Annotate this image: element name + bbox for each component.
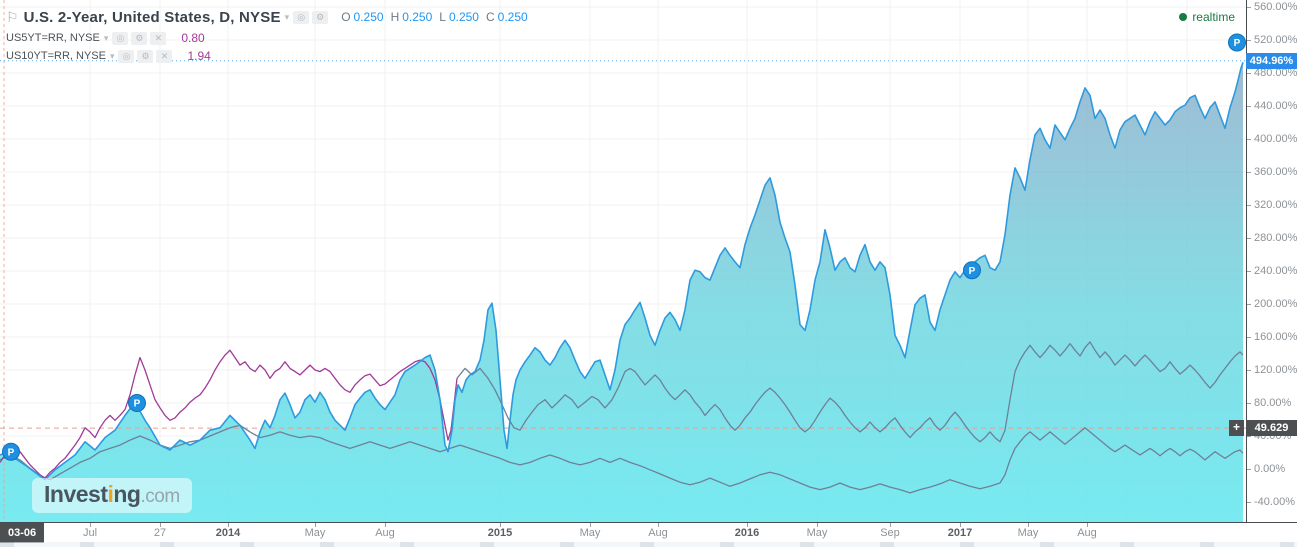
time-tickmark [817, 523, 818, 527]
svg-text:P: P [134, 399, 141, 410]
pin-marker[interactable]: P [963, 261, 981, 280]
low-value: 0.250 [448, 10, 479, 24]
time-tickmark [1087, 523, 1088, 527]
price-tick-label: 160.00% [1247, 330, 1297, 344]
realtime-status: realtime [1179, 10, 1235, 24]
legend: ⚐ U.S. 2-Year, United States, D, NYSE ▾ … [6, 5, 535, 65]
time-tickmark [228, 523, 229, 527]
price-tick-label: 200.00% [1247, 297, 1297, 311]
close-icon[interactable]: ✕ [150, 31, 167, 45]
svg-text:P: P [8, 447, 15, 458]
chart-plot-area[interactable]: P P P P [0, 0, 1246, 523]
compare-value: 0.80 [181, 31, 205, 45]
bottom-strip [0, 542, 1297, 547]
price-chart-svg: P P P P [0, 0, 1246, 523]
close-icon[interactable]: ✕ [156, 49, 173, 63]
compare-symbol: US5YT=RR, NYSE [6, 32, 100, 44]
chevron-down-icon[interactable]: ▾ [109, 50, 115, 61]
chevron-down-icon[interactable]: ▾ [103, 32, 109, 43]
main-series-area [0, 62, 1243, 523]
price-tick-label: 560.00% [1247, 0, 1297, 14]
chevron-down-icon[interactable]: ▾ [284, 11, 290, 22]
main-series-line [0, 62, 1244, 481]
time-tickmark [385, 523, 386, 527]
eye-icon[interactable]: ◎ [118, 49, 135, 63]
realtime-label: realtime [1192, 10, 1235, 24]
add-alert-button[interactable]: + [1229, 420, 1244, 437]
alert-level-badge: 49.629 [1246, 420, 1297, 437]
time-tick-label: Sep [880, 527, 900, 539]
investing-logo: Investing.com [32, 478, 192, 513]
time-tickmark [500, 523, 501, 527]
series-line-3 [0, 424, 1244, 494]
time-tick-label: Aug [1077, 527, 1097, 539]
series-line-2 [456, 341, 1244, 443]
time-tick-label: May [1017, 527, 1039, 539]
time-tickmark [315, 523, 316, 527]
time-tickmark [160, 523, 161, 527]
time-tick-label: May [579, 527, 601, 539]
start-date-badge: 03-06 [0, 523, 45, 543]
time-tick-label: May [806, 527, 828, 539]
close-value: 0.250 [497, 10, 528, 24]
current-price-badge: 494.96% [1246, 52, 1297, 69]
compare-row-us5yt[interactable]: US5YT=RR, NYSE ▾ ◎ ⚙ ✕ 0.80 [6, 29, 535, 47]
price-tick-label: 320.00% [1247, 198, 1297, 212]
time-tickmark [747, 523, 748, 527]
pin-marker[interactable]: P [1228, 33, 1246, 52]
compare-symbol: US10YT=RR, NYSE [6, 50, 106, 62]
time-tick-label: 2017 [947, 527, 973, 539]
price-tick-label: 120.00% [1247, 363, 1297, 377]
price-tick-label: 400.00% [1247, 132, 1297, 146]
open-value: 0.250 [353, 10, 384, 24]
gear-icon[interactable]: ⚙ [312, 10, 329, 24]
price-tick-label: 240.00% [1247, 264, 1297, 278]
pin-marker[interactable]: P [2, 442, 20, 461]
high-value: 0.250 [402, 10, 433, 24]
price-tick-label: 0.00% [1247, 462, 1285, 476]
pin-marker[interactable]: P [128, 394, 146, 412]
price-tick-label: -40.00% [1247, 495, 1295, 509]
ohlc-values: O 0.250 H 0.250 L 0.250 C 0.250 [341, 10, 528, 24]
symbol-title[interactable]: U.S. 2-Year, United States, D, NYSE [23, 8, 281, 26]
time-tickmark [658, 523, 659, 527]
realtime-dot-icon [1179, 13, 1188, 21]
svg-text:P: P [969, 266, 976, 277]
price-tick-label: 80.00% [1247, 396, 1291, 410]
time-tick-label: 2014 [215, 527, 241, 539]
time-tickmark [590, 523, 591, 527]
main-symbol-row[interactable]: ⚐ U.S. 2-Year, United States, D, NYSE ▾ … [6, 5, 535, 29]
time-tickmark [890, 523, 891, 527]
price-tick-label: 440.00% [1247, 99, 1297, 113]
compare-row-us10yt[interactable]: US10YT=RR, NYSE ▾ ◎ ⚙ ✕ 1.94 [6, 47, 535, 65]
time-tick-label: Aug [375, 527, 395, 539]
time-tick-label: Jul [82, 527, 98, 539]
logo-tld: .com [140, 486, 180, 507]
time-tick-label: 27 [153, 527, 167, 539]
gear-icon[interactable]: ⚙ [137, 49, 154, 63]
price-tick-label: 360.00% [1247, 165, 1297, 179]
svg-text:P: P [1234, 38, 1241, 49]
logo-text: Investing [44, 481, 141, 507]
eye-icon[interactable]: ◎ [293, 10, 310, 24]
compare-value: 1.94 [187, 49, 211, 63]
price-tick-label: 480.00% [1247, 66, 1297, 80]
time-tick-label: 2015 [487, 527, 513, 539]
series-line-1 [0, 349, 458, 479]
time-tickmark [90, 523, 91, 527]
time-tick-label: 2016 [734, 527, 760, 539]
flag-icon[interactable]: ⚐ [6, 8, 19, 25]
time-tick-label: Aug [648, 527, 668, 539]
price-tick-label: 520.00% [1247, 33, 1297, 47]
gear-icon[interactable]: ⚙ [131, 31, 148, 45]
time-tickmark [960, 523, 961, 527]
price-tick-label: 280.00% [1247, 231, 1297, 245]
time-tickmark [1028, 523, 1029, 527]
time-tick-label: May [304, 527, 326, 539]
price-axis[interactable]: 560.00% 520.00% 480.00% 440.00% 400.00% 360.0… [1246, 0, 1297, 522]
eye-icon[interactable]: ◎ [112, 31, 129, 45]
